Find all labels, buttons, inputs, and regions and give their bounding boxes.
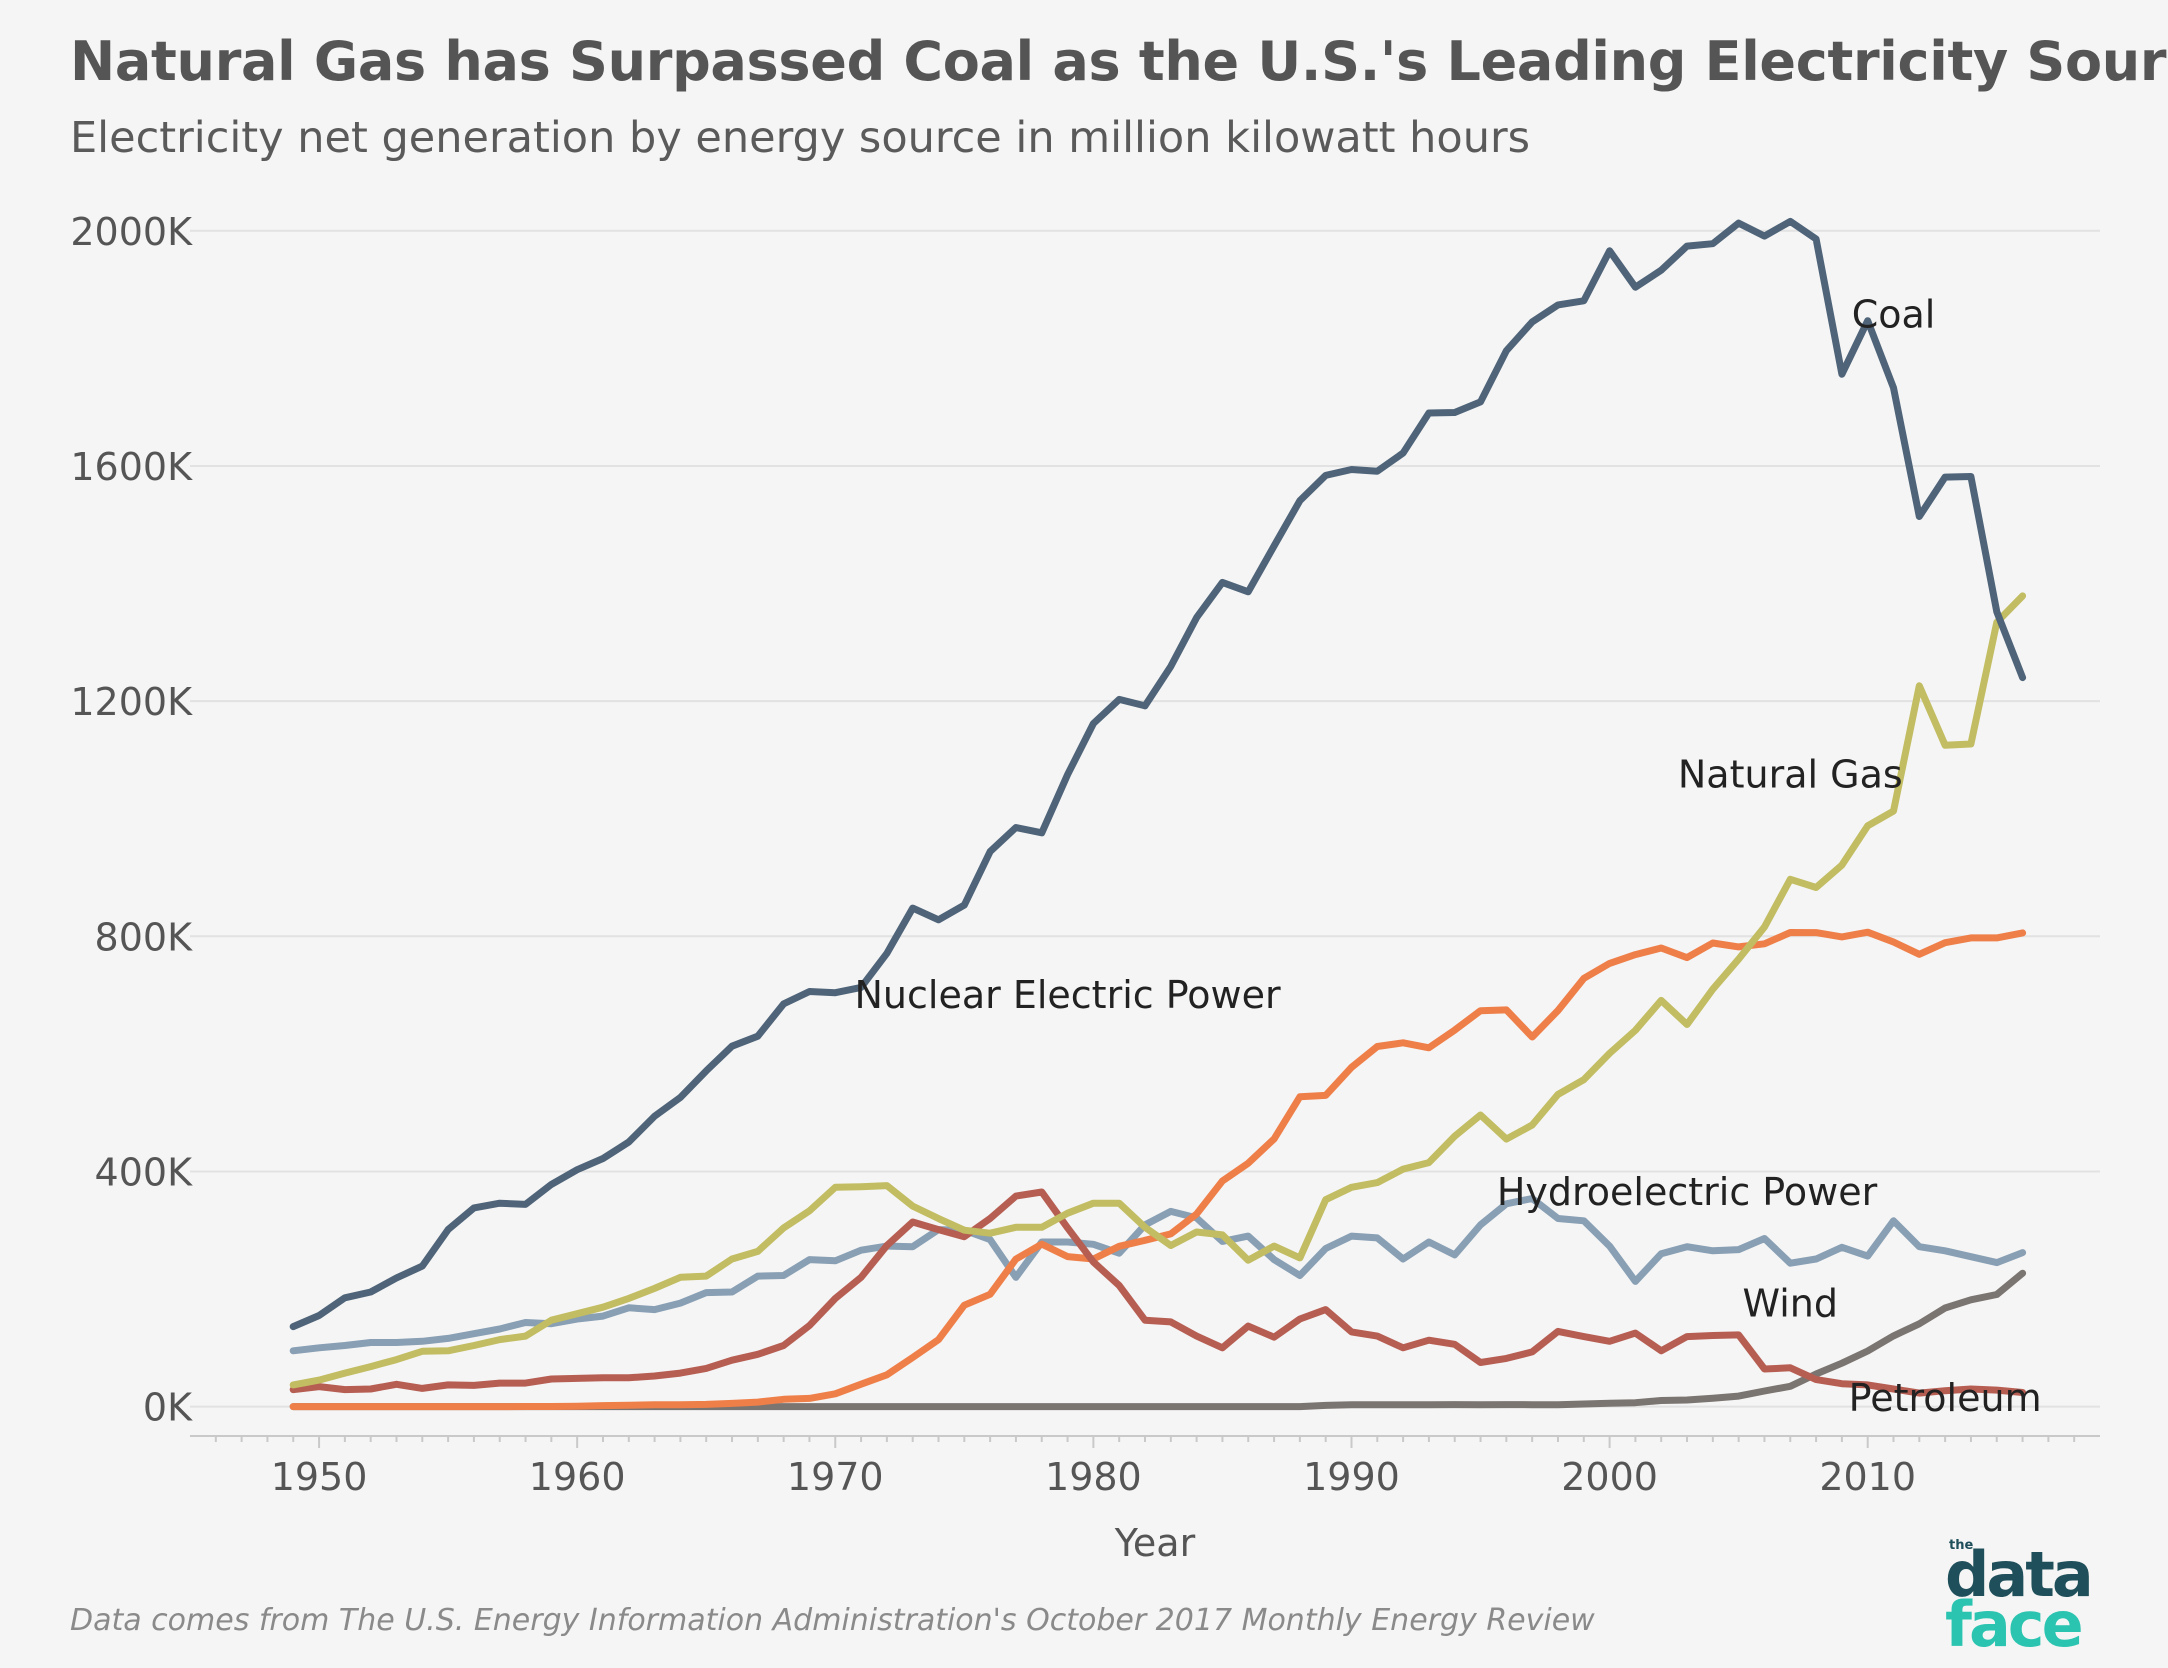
series-label-natural-gas: Natural Gas bbox=[1678, 753, 1903, 797]
source-note: Data comes from The U.S. Energy Informat… bbox=[70, 1603, 1595, 1638]
series-line-coal bbox=[289, 217, 2027, 1331]
y-tick-label: 0K bbox=[143, 1386, 193, 1430]
y-tick-label: 400K bbox=[95, 1150, 194, 1194]
x-tick-label: 2010 bbox=[1819, 1455, 1916, 1499]
series-lines bbox=[289, 217, 2027, 1411]
logo-line-1: data bbox=[1945, 1538, 2094, 1611]
series-label-coal: Coal bbox=[1852, 292, 1936, 336]
series-label-petroleum: Petroleum bbox=[1849, 1376, 2042, 1420]
y-axis-tick-labels: 0K 400K 800K 1200K 1600K 2000K bbox=[70, 210, 193, 1430]
series-label-wind: Wind bbox=[1743, 1282, 1839, 1326]
logo-small-text: the bbox=[1949, 1538, 1974, 1553]
x-axis-tick-labels: 1950 1960 1970 1980 1990 2000 2010 bbox=[271, 1455, 1916, 1499]
x-tick-label: 1980 bbox=[1045, 1455, 1142, 1499]
x-tick-label: 1950 bbox=[271, 1455, 368, 1499]
y-tick-label: 1200K bbox=[70, 680, 193, 724]
series-line-natural-gas bbox=[289, 592, 2027, 1389]
series-labels: Wind Hydroelectric Power Nuclear Electric … bbox=[855, 292, 2042, 1420]
y-tick-label: 2000K bbox=[70, 210, 193, 254]
series-line-petroleum bbox=[289, 1188, 2027, 1397]
x-axis bbox=[190, 1435, 2100, 1448]
series-label-hydroelectric-power: Hydroelectric Power bbox=[1497, 1170, 1878, 1214]
logo-line-2: face bbox=[1945, 1588, 2084, 1661]
chart-title: Natural Gas has Surpassed Coal as the U.… bbox=[70, 30, 2168, 93]
series-label-nuclear-electric-power: Nuclear Electric Power bbox=[855, 973, 1281, 1017]
the-data-face-logo: the data face bbox=[1945, 1538, 2105, 1658]
chart-subtitle: Electricity net generation by energy sou… bbox=[70, 113, 1531, 163]
series-line-hydroelectric-power bbox=[289, 1195, 2027, 1355]
x-tick-label: 1970 bbox=[787, 1455, 884, 1499]
x-tick-label: 1960 bbox=[529, 1455, 626, 1499]
y-tick-label: 1600K bbox=[70, 445, 193, 489]
x-tick-label: 2000 bbox=[1561, 1455, 1658, 1499]
y-tick-label: 800K bbox=[95, 915, 194, 959]
x-axis-label: Year bbox=[1114, 1521, 1196, 1565]
x-tick-label: 1990 bbox=[1303, 1455, 1400, 1499]
